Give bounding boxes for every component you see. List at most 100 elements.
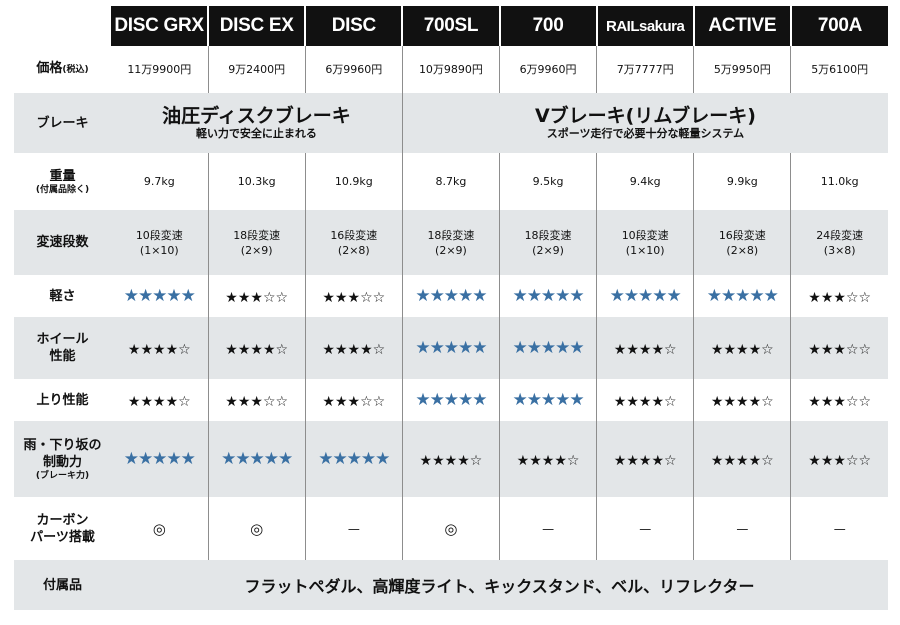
gears-cell: 16段変速 (2×8) (693, 210, 792, 275)
braking-label: 雨・下り坂の 制動力 (ブレーキ力) (14, 421, 111, 497)
price-cell: 5万6100円 (811, 63, 869, 76)
star-rating-icon: ★★★☆☆ (322, 393, 386, 410)
gears-config: (2×9) (435, 243, 467, 257)
weight-cell: 9.7kg (111, 153, 209, 210)
star-rating-icon: ★★★★☆ (322, 341, 386, 358)
star-rating-full-icon: ★★★★★ (221, 449, 293, 469)
carbon-cell: — (305, 497, 403, 560)
wheel-row: ホイール性能 ★★★★☆ ★★★★☆ ★★★★☆ ★★★★★ ★★★★★ ★★★… (14, 317, 888, 379)
star-rating-icon: ★★★☆☆ (808, 289, 872, 306)
lightness-rating: ★★★★★ (693, 275, 792, 317)
carbon-cell: — (499, 497, 598, 560)
brake-group-title: Vブレーキ(リムブレーキ) (534, 105, 756, 127)
carbon-label-line: パーツ搭載 (30, 529, 95, 545)
star-rating-icon: ★★★☆☆ (225, 289, 289, 306)
braking-label-sub: (ブレーキ力) (35, 470, 90, 481)
spec-table-wrapper: DISC GRX DISC EX DISC 700SL 700 RAILsaku… (14, 6, 888, 610)
weight-label-text: 重量 (49, 168, 76, 184)
gears-cell: 18段変速 (2×9) (402, 210, 501, 275)
gears-speed: 16段変速 (718, 228, 766, 242)
lightness-rating: ★★★☆☆ (791, 275, 888, 317)
gears-label: 変速段数 (14, 210, 111, 275)
star-rating-icon: ★★★★☆ (516, 452, 580, 469)
carbon-cell: ◎ (111, 497, 209, 560)
gears-speed: 16段変速 (330, 228, 378, 242)
price-cell: 11万9900円 (111, 46, 209, 93)
gears-config: (2×9) (532, 243, 564, 257)
wheel-label-line: ホイール (36, 332, 89, 347)
brake-label: ブレーキ (14, 93, 111, 153)
price-cell: 5万9950円 (693, 46, 792, 93)
star-rating-full-icon: ★★★★★ (512, 286, 584, 306)
model-header: 700 (499, 6, 598, 46)
weight-label: 重量 (付属品除く) (14, 153, 111, 210)
lightness-rating: ★★★★★ (111, 275, 209, 317)
price-cell: 6万9960円 (305, 46, 403, 93)
weight-cell: 10.3kg (208, 153, 306, 210)
gears-config: (1×10) (625, 243, 665, 257)
star-rating-full-icon: ★★★★★ (415, 338, 487, 358)
lightness-row: 軽さ ★★★★★ ★★★☆☆ ★★★☆☆ ★★★★★ ★★★★★ ★★★★★ ★… (14, 275, 888, 317)
gears-cell: 10段変速 (1×10) (111, 210, 209, 275)
star-rating-icon: ★★★★☆ (127, 393, 191, 410)
brake-group-subtitle: 軽い力で安全に止まれる (195, 127, 317, 140)
gears-speed: 10段変速 (135, 228, 183, 242)
carbon-label: カーボン パーツ搭載 (14, 497, 111, 560)
weight-cell: 10.9kg (305, 153, 403, 210)
braking-rating: ★★★★☆ (499, 421, 598, 497)
carbon-cell: ◎ (208, 497, 306, 560)
braking-rating: ★★★☆☆ (790, 421, 888, 497)
wheel-rating: ★★★☆☆ (790, 317, 888, 379)
gears-speed: 18段変速 (524, 228, 572, 242)
carbon-row: カーボン パーツ搭載 ◎ ◎ — ◎ — — — — (14, 497, 888, 560)
braking-rating: ★★★★☆ (693, 421, 792, 497)
star-rating-icon: ★★★★☆ (613, 452, 677, 469)
carbon-cell: — (833, 521, 846, 536)
wheel-rating: ★★★★★ (499, 317, 598, 379)
gears-cell: 24段変速 (3×8) (790, 210, 888, 275)
accessories-value: フラットペダル、高輝度ライト、キックスタンド、ベル、リフレクター (111, 560, 888, 610)
star-rating-full-icon: ★★★★★ (415, 390, 487, 410)
model-header-row: DISC GRX DISC EX DISC 700SL 700 RAILsaku… (14, 6, 888, 46)
price-cell: 7万7777円 (596, 46, 695, 93)
climb-rating: ★★★★☆ (111, 379, 209, 421)
gears-config: (2×8) (337, 243, 370, 257)
braking-rating: ★★★★☆ (596, 421, 695, 497)
weight-cell: 11.0kg (820, 175, 859, 188)
climb-row: 上り性能 ★★★★☆ ★★★☆☆ ★★★☆☆ ★★★★★ ★★★★★ ★★★★☆… (14, 379, 888, 421)
carbon-cell: — (693, 497, 792, 560)
star-rating-icon: ★★★★☆ (613, 341, 677, 358)
star-rating-full-icon: ★★★★★ (512, 390, 584, 410)
carbon-cell: ◎ (402, 497, 501, 560)
lightness-rating: ★★★★★ (596, 275, 695, 317)
star-rating-icon: ★★★★☆ (127, 341, 191, 358)
lightness-rating: ★★★★★ (499, 275, 598, 317)
braking-label-line: 制動力 (42, 454, 82, 470)
accessories-label: 付属品 (14, 560, 111, 610)
lightness-rating: ★★★☆☆ (208, 275, 306, 317)
braking-rating: ★★★★☆ (402, 421, 501, 497)
star-rating-icon: ★★★★☆ (710, 341, 774, 358)
weight-label-sub: (付属品除く) (35, 184, 90, 195)
star-rating-icon: ★★★★☆ (225, 341, 289, 358)
brake-group-title: 油圧ディスクブレーキ (162, 105, 351, 127)
star-rating-icon: ★★★★☆ (710, 393, 774, 410)
lightness-rating: ★★★☆☆ (305, 275, 403, 317)
climb-rating: ★★★☆☆ (305, 379, 403, 421)
accessories-row: 付属品 フラットペダル、高輝度ライト、キックスタンド、ベル、リフレクター (14, 560, 888, 610)
star-rating-full-icon: ★★★★★ (512, 338, 584, 358)
wheel-label-line: 性能 (49, 349, 76, 364)
braking-rating: ★★★★★ (208, 421, 306, 497)
header-corner (14, 6, 111, 46)
star-rating-full-icon: ★★★★★ (609, 286, 682, 306)
weight-cell: 9.9kg (693, 153, 792, 210)
model-header: 700A (790, 6, 888, 46)
star-rating-icon: ★★★☆☆ (808, 341, 872, 358)
weight-row: 重量 (付属品除く) 9.7kg 10.3kg 10.9kg 8.7kg 9.5k… (14, 153, 888, 210)
gears-speed: 18段変速 (233, 228, 281, 242)
weight-cell: 9.4kg (596, 153, 695, 210)
hydraulic-disc-brake-cell: 油圧ディスクブレーキ 軽い力で安全に止まれる (111, 93, 403, 153)
model-header: RAILsakura (596, 6, 695, 46)
gears-config: (2×9) (240, 243, 273, 257)
star-rating-full-icon: ★★★★★ (706, 286, 779, 306)
